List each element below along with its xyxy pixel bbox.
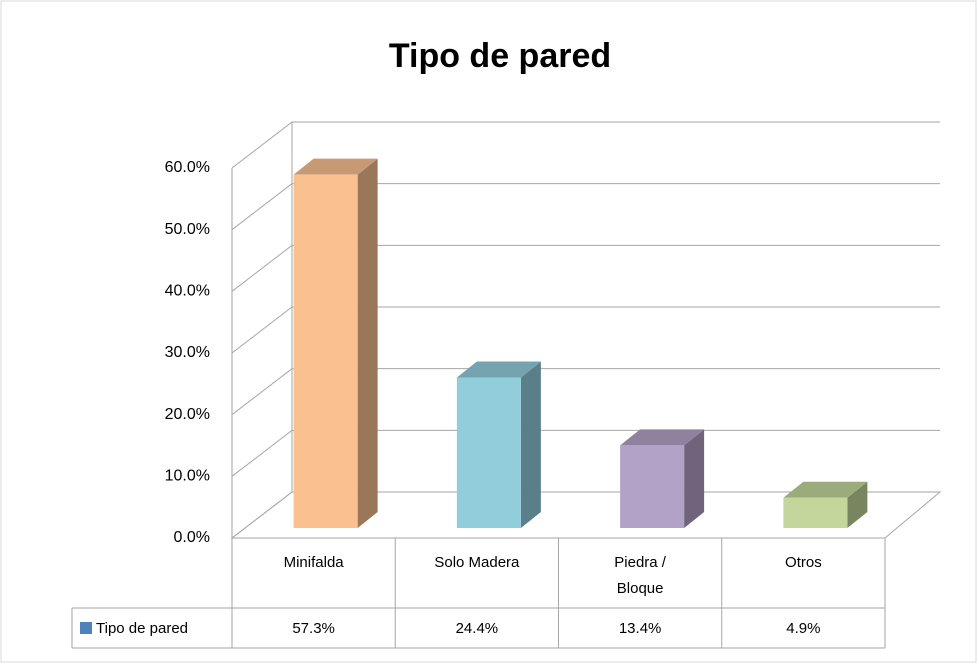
x-tick-label: Solo Madera — [434, 554, 520, 571]
bar-side — [357, 158, 378, 528]
chart-title: Tipo de pared — [389, 37, 611, 75]
y-tick-label: 40.0% — [165, 283, 210, 300]
data-table-value: 13.4% — [619, 620, 662, 637]
data-table-value: 57.3% — [292, 620, 335, 637]
legend-label: Tipo de pared — [96, 620, 188, 637]
bar — [293, 174, 358, 528]
legend-swatch — [80, 622, 92, 634]
x-tick-label: Minifalda — [283, 554, 344, 571]
y-tick-label: 50.0% — [165, 221, 210, 238]
bar-side — [520, 361, 541, 528]
bar-top — [620, 429, 705, 446]
grid-line — [231, 306, 940, 354]
data-table-value: 24.4% — [456, 620, 499, 637]
x-tick-label: Otros — [785, 554, 822, 571]
grid-line — [231, 121, 940, 169]
bar-top — [456, 361, 541, 378]
bar — [620, 445, 685, 528]
data-table-value: 4.9% — [786, 620, 820, 637]
grid-line — [231, 368, 940, 416]
y-tick-label: 30.0% — [165, 344, 210, 361]
bar-side — [684, 429, 705, 528]
x-tick-label: Piedra / Bloque — [614, 554, 666, 597]
grid-line — [231, 429, 940, 477]
y-tick-label: 60.0% — [165, 159, 210, 176]
y-tick-label: 0.0% — [174, 529, 210, 546]
grid-line — [231, 491, 940, 539]
bar-top — [293, 158, 378, 175]
y-tick-label: 20.0% — [165, 406, 210, 423]
grid-line — [231, 244, 940, 292]
grid-line — [231, 183, 940, 231]
bar — [783, 497, 848, 528]
y-tick-label: 10.0% — [165, 468, 210, 485]
bar — [456, 377, 521, 528]
bar-side — [847, 481, 868, 528]
bar-top — [783, 481, 868, 498]
